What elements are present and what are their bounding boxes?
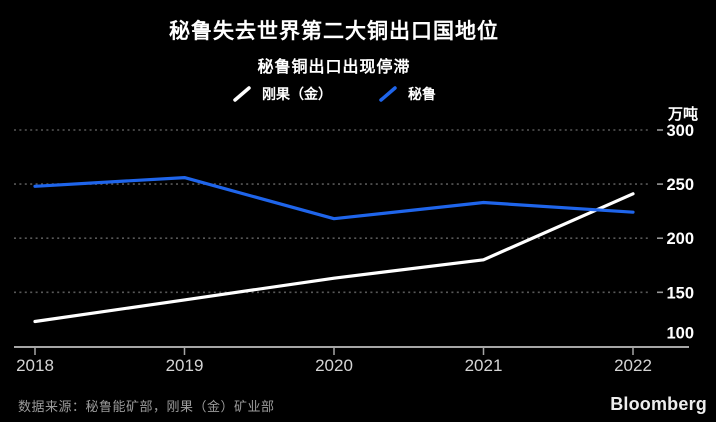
y-tick-label-200: 200: [666, 230, 694, 248]
x-tick-label-2019: 2019: [166, 356, 204, 375]
chart-subtitle: 秘鲁铜出口出现停滞: [257, 59, 411, 76]
y-tick-label-300: 300: [666, 122, 694, 140]
line-series-icon: [379, 86, 397, 102]
legend-item-congo: 刚果（金）: [232, 84, 332, 104]
series-line-peru: [33, 176, 635, 221]
legend: 刚果（金） 秘鲁: [0, 84, 668, 104]
data-source-note: 数据来源：秘鲁能矿部，刚果（金）矿业部: [18, 399, 275, 414]
y-tick-label-150: 150: [666, 284, 694, 302]
series-line-congo: [33, 192, 635, 324]
x-tick-label-2020: 2020: [315, 356, 353, 375]
line-series-icon: [233, 86, 251, 102]
x-tick-label-2018: 2018: [16, 356, 54, 375]
legend-label-congo: 刚果（金）: [262, 86, 332, 102]
x-tick-label-2022: 2022: [614, 356, 652, 375]
y-tick-label-100: 100: [666, 324, 694, 342]
chart-title: 秘鲁失去世界第二大铜出口国地位: [169, 20, 499, 43]
legend-label-peru: 秘鲁: [408, 86, 436, 102]
y-tick-label-250: 250: [666, 176, 694, 194]
y-axis-unit-label: 万吨: [667, 106, 698, 123]
bloomberg-logo: Bloomberg: [610, 394, 707, 414]
legend-item-peru: 秘鲁: [378, 84, 436, 104]
x-tick-label-2021: 2021: [465, 356, 503, 375]
chart-header: 秘鲁失去世界第二大铜出口国地位 秘鲁铜出口出现停滞: [0, 15, 668, 77]
